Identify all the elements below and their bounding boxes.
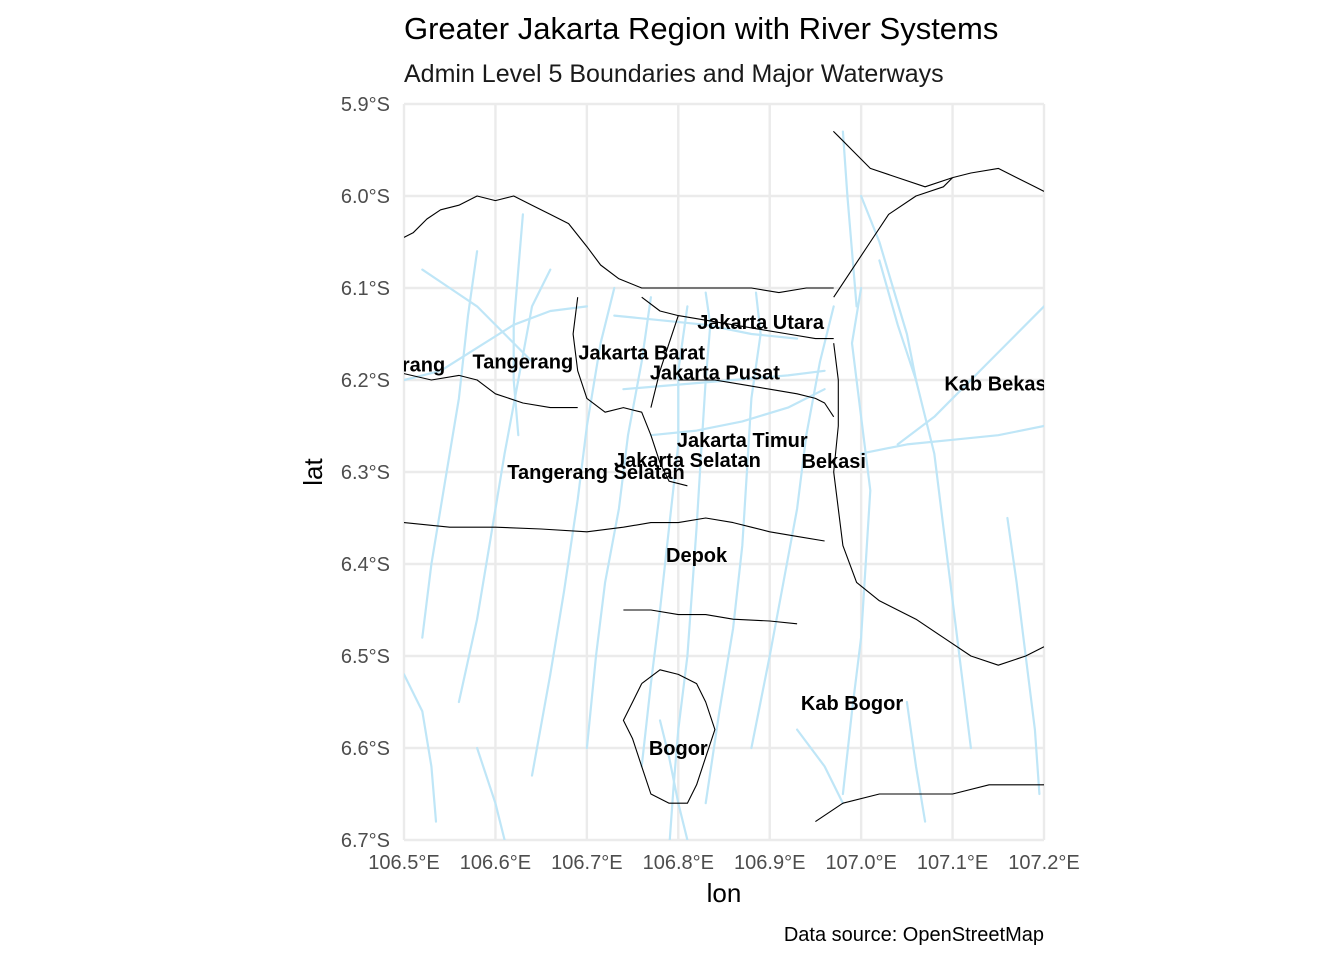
y-tick-label: 6.1°S — [341, 278, 390, 300]
region-label: Depok — [666, 545, 728, 567]
boundary-12 — [952, 167, 1044, 192]
x-tick-label: 107.0°E — [825, 852, 896, 874]
region-label: Jakarta Pusat — [650, 363, 780, 385]
boundary-8 — [623, 609, 798, 625]
region-label: Jakarta Timur — [677, 430, 808, 452]
river-16 — [896, 305, 1044, 446]
river-2 — [640, 305, 689, 768]
river-3 — [750, 305, 835, 750]
river-5 — [530, 286, 616, 777]
river-11 — [613, 314, 799, 340]
region-label: Tangerang — [344, 354, 445, 376]
river-10 — [512, 213, 524, 437]
boundary-6 — [833, 343, 1044, 666]
boundary-0 — [404, 195, 834, 294]
x-axis-title: lon — [707, 878, 742, 908]
y-tick-label: 6.5°S — [341, 646, 390, 668]
boundary-7 — [404, 517, 825, 542]
river-22 — [476, 746, 506, 840]
river-15 — [878, 259, 972, 750]
boundary-11 — [833, 177, 953, 298]
y-axis-title: lat — [298, 457, 328, 485]
boundary-2 — [572, 297, 688, 487]
river-4 — [585, 296, 652, 750]
y-tick-label: 6.2°S — [341, 370, 390, 392]
boundary-4 — [650, 315, 679, 408]
region-label: Jakarta Utara — [697, 312, 825, 334]
x-tick-label: 106.7°E — [551, 852, 622, 874]
river-1 — [704, 291, 762, 805]
boundary-9 — [622, 669, 716, 804]
river-19 — [841, 130, 858, 308]
river-8 — [404, 305, 588, 382]
river-23 — [796, 728, 844, 805]
y-tick-label: 6.0°S — [341, 186, 390, 208]
boundary-13 — [833, 131, 953, 188]
river-6 — [457, 268, 552, 704]
data-source-caption: Data source: OpenStreetMap — [784, 924, 1044, 946]
river-14 — [841, 286, 872, 796]
x-tick-label: 106.8°E — [643, 852, 714, 874]
region-label: Kab Bekasi — [944, 374, 1052, 396]
region-label: Tangerang — [472, 352, 573, 374]
y-tick-label: 6.3°S — [341, 462, 390, 484]
boundary-10 — [815, 784, 1044, 823]
river-12 — [622, 369, 826, 391]
region-label: Jakarta Selatan — [614, 450, 761, 472]
river-network — [404, 130, 1044, 840]
y-axis-ticks: 5.9°S 6.0°S 6.1°S 6.2°S 6.3°S 6.4°S 6.5°S 6.6°S… — [341, 94, 390, 852]
admin-boundaries — [404, 131, 1044, 823]
y-tick-label: 6.6°S — [341, 738, 390, 760]
river-7 — [421, 250, 479, 639]
river-21 — [404, 673, 438, 823]
river-24 — [905, 700, 927, 823]
river-17 — [860, 424, 1044, 455]
region-label: Jakarta Barat — [578, 342, 705, 364]
x-axis-ticks: 106.5°E 106.6°E 106.7°E 106.8°E 106.9°E 107.0… — [368, 852, 1079, 874]
region-label: Kab Bogor — [801, 693, 903, 715]
x-tick-label: 106.6°E — [460, 852, 531, 874]
region-label: Bogor — [649, 738, 708, 760]
river-13 — [649, 388, 826, 437]
boundary-3 — [641, 296, 834, 340]
map-subtitle: Admin Level 5 Boundaries and Major Water… — [404, 60, 944, 88]
river-0 — [668, 291, 712, 840]
x-tick-label: 106.5°E — [368, 852, 439, 874]
map-title: Greater Jakarta Region with River System… — [404, 11, 998, 46]
boundary-5 — [678, 379, 835, 418]
x-tick-label: 106.9°E — [734, 852, 805, 874]
x-tick-label: 107.2°E — [1008, 852, 1079, 874]
region-label: Tangerang Selatan — [507, 462, 684, 484]
y-tick-label: 6.7°S — [341, 830, 390, 852]
boundary-1 — [404, 373, 578, 409]
river-25 — [658, 719, 689, 840]
y-tick-label: 5.9°S — [341, 94, 390, 116]
river-18 — [860, 194, 918, 382]
region-label: Bekasi — [801, 451, 866, 473]
y-tick-label: 6.4°S — [341, 554, 390, 576]
x-tick-label: 107.1°E — [917, 852, 988, 874]
